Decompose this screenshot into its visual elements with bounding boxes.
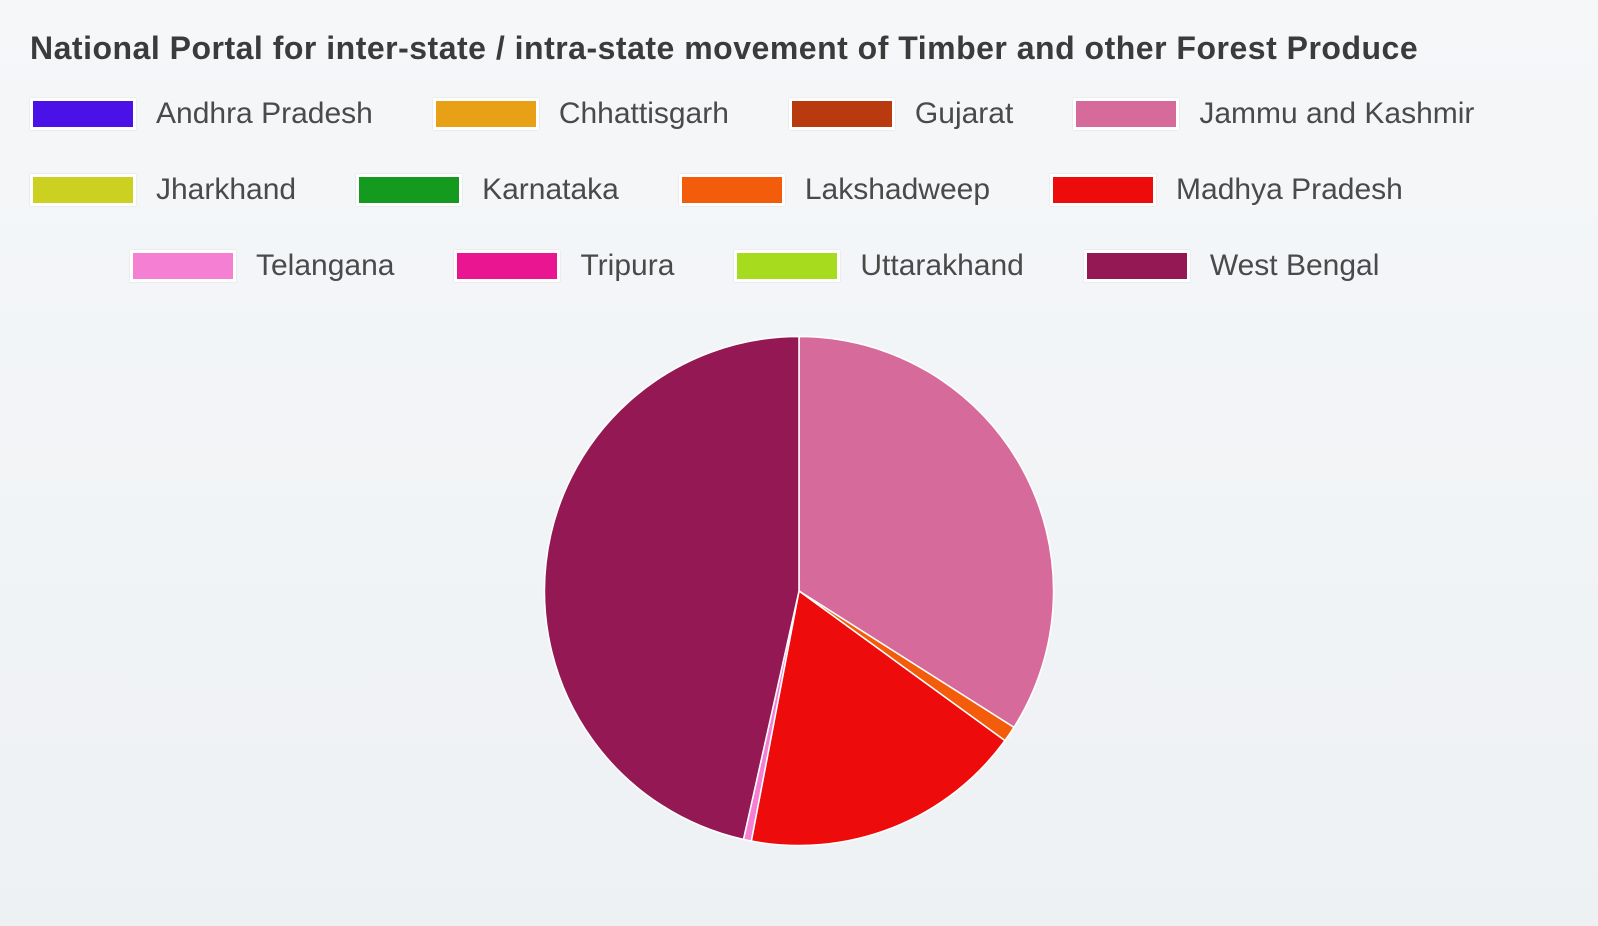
- legend-swatch: [679, 174, 785, 206]
- legend-label: West Bengal: [1210, 249, 1380, 283]
- legend-item: Uttarakhand: [734, 249, 1023, 283]
- legend-item: West Bengal: [1084, 249, 1380, 283]
- legend-row: Jharkhand Karnataka Lakshadweep Madhya Prad…: [30, 173, 1530, 207]
- legend-label: Chhattisgarh: [559, 97, 729, 131]
- legend-item: Jharkhand: [30, 173, 296, 207]
- legend-label: Telangana: [256, 249, 394, 283]
- legend-label: Karnataka: [482, 173, 619, 207]
- legend-item: Chhattisgarh: [433, 97, 729, 131]
- legend-item: Tripura: [454, 249, 674, 283]
- legend-swatch: [433, 98, 539, 130]
- legend-row: Telangana Tripura Uttarakhand West Bengal: [30, 249, 1530, 283]
- pie-chart: [519, 311, 1079, 871]
- legend: Andhra Pradesh Chhattisgarh Gujarat Jammu a…: [30, 97, 1530, 301]
- legend-label: Andhra Pradesh: [156, 97, 373, 131]
- legend-label: Jharkhand: [156, 173, 296, 207]
- pie-wrap: [30, 311, 1568, 871]
- legend-swatch: [1084, 250, 1190, 282]
- legend-swatch: [30, 98, 136, 130]
- legend-swatch: [130, 250, 236, 282]
- legend-item: Andhra Pradesh: [30, 97, 373, 131]
- legend-swatch: [1073, 98, 1179, 130]
- legend-swatch: [454, 250, 560, 282]
- legend-item: Jammu and Kashmir: [1073, 97, 1474, 131]
- legend-item: Karnataka: [356, 173, 619, 207]
- legend-label: Jammu and Kashmir: [1199, 97, 1474, 131]
- legend-item: Gujarat: [789, 97, 1013, 131]
- legend-swatch: [789, 98, 895, 130]
- legend-label: Lakshadweep: [805, 173, 990, 207]
- pie-slice: [544, 336, 799, 839]
- legend-label: Madhya Pradesh: [1176, 173, 1403, 207]
- legend-item: Madhya Pradesh: [1050, 173, 1403, 207]
- legend-swatch: [734, 250, 840, 282]
- legend-row: Andhra Pradesh Chhattisgarh Gujarat Jammu a…: [30, 97, 1530, 131]
- legend-label: Tripura: [580, 249, 674, 283]
- legend-swatch: [1050, 174, 1156, 206]
- legend-swatch: [356, 174, 462, 206]
- legend-label: Gujarat: [915, 97, 1013, 131]
- legend-label: Uttarakhand: [860, 249, 1023, 283]
- legend-swatch: [30, 174, 136, 206]
- legend-item: Lakshadweep: [679, 173, 990, 207]
- chart-title: National Portal for inter-state / intra-…: [30, 30, 1568, 67]
- chart-container: National Portal for inter-state / intra-…: [0, 0, 1598, 926]
- legend-item: Telangana: [130, 249, 394, 283]
